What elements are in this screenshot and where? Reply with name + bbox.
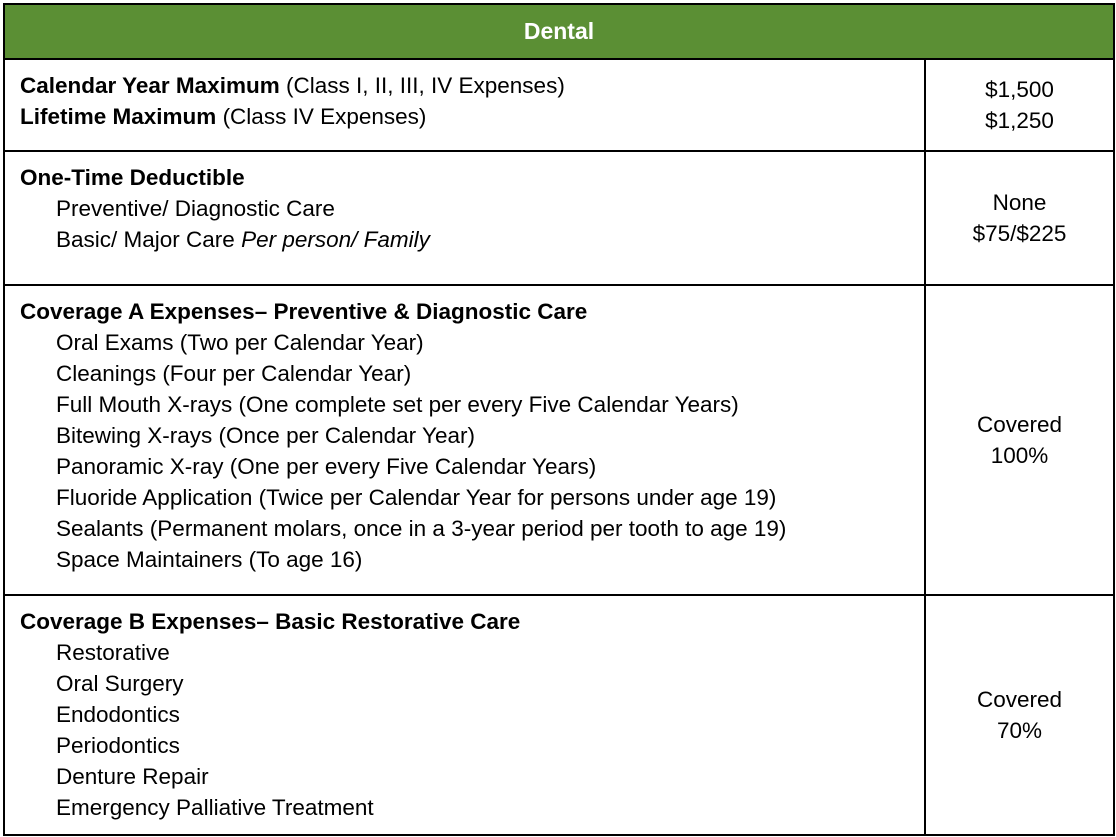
list-item: Space Maintainers (To age 16): [56, 547, 363, 572]
deductible-basic-note: Per person/ Family: [241, 227, 430, 252]
deductible-basic-line: Basic/ Major Care Per person/ Family: [20, 224, 924, 255]
deductible-preventive-label: Preventive/ Diagnostic Care: [56, 196, 335, 221]
list-item: Oral Exams (Two per Calendar Year): [56, 330, 424, 355]
maximums-values: $1,500 $1,250: [926, 60, 1113, 150]
coverage-a-value: Covered 100%: [926, 286, 1113, 594]
calendar-max-note: (Class I, II, III, IV Expenses): [285, 73, 565, 98]
coverage-b-value-line1: Covered: [976, 687, 1063, 712]
deductible-preventive-value: None: [992, 190, 1047, 215]
list-item: Sealants (Permanent molars, once in a 3-…: [56, 516, 787, 541]
deductible-description: One-Time Deductible Preventive/ Diagnost…: [5, 152, 926, 284]
list-item: Restorative: [56, 640, 170, 665]
list-item: Emergency Palliative Treatment: [56, 795, 374, 820]
coverage-b-value-line2: 70%: [996, 718, 1043, 743]
coverage-b-title: Coverage B Expenses– Basic Restorative C…: [20, 609, 521, 634]
calendar-max-line: Calendar Year Maximum (Class I, II, III,…: [20, 70, 924, 101]
list-item: Full Mouth X-rays (One complete set per …: [56, 392, 739, 417]
coverage-a-value-line2: 100%: [990, 443, 1049, 468]
list-item: Denture Repair: [56, 764, 209, 789]
lifetime-max-label: Lifetime Maximum: [20, 104, 217, 129]
list-item: Bitewing X-rays (Once per Calendar Year): [56, 423, 475, 448]
list-item: Oral Surgery: [56, 671, 184, 696]
maximums-row: Calendar Year Maximum (Class I, II, III,…: [5, 60, 1113, 152]
deductible-basic-value: $75/$225: [972, 221, 1067, 246]
calendar-max-value: $1,500: [985, 77, 1054, 102]
coverage-a-title: Coverage A Expenses– Preventive & Diagno…: [20, 299, 588, 324]
coverage-b-value: Covered 70%: [926, 596, 1113, 834]
lifetime-max-value: $1,250: [985, 108, 1054, 133]
lifetime-max-note: (Class IV Expenses): [222, 104, 427, 129]
table-header: Dental: [5, 5, 1113, 60]
deductible-basic-label: Basic/ Major Care: [56, 227, 242, 252]
coverage-a-row: Coverage A Expenses– Preventive & Diagno…: [5, 286, 1113, 596]
header-title: Dental: [523, 18, 595, 44]
deductible-values: None $75/$225: [926, 152, 1113, 284]
list-item: Periodontics: [56, 733, 180, 758]
list-item: Fluoride Application (Twice per Calendar…: [56, 485, 777, 510]
coverage-a-value-line1: Covered: [976, 412, 1063, 437]
deductible-title: One-Time Deductible: [20, 165, 245, 190]
list-item: Panoramic X-ray (One per every Five Cale…: [56, 454, 597, 479]
calendar-max-label: Calendar Year Maximum: [20, 73, 280, 98]
coverage-b-description: Coverage B Expenses– Basic Restorative C…: [5, 596, 926, 834]
maximums-description: Calendar Year Maximum (Class I, II, III,…: [5, 60, 926, 150]
lifetime-max-line: Lifetime Maximum (Class IV Expenses): [20, 101, 924, 132]
deductible-row: One-Time Deductible Preventive/ Diagnost…: [5, 152, 1113, 286]
dental-benefits-table: Dental Calendar Year Maximum (Class I, I…: [3, 3, 1115, 836]
list-item: Endodontics: [56, 702, 180, 727]
coverage-a-description: Coverage A Expenses– Preventive & Diagno…: [5, 286, 926, 594]
coverage-b-row: Coverage B Expenses– Basic Restorative C…: [5, 596, 1113, 836]
list-item: Cleanings (Four per Calendar Year): [56, 361, 412, 386]
